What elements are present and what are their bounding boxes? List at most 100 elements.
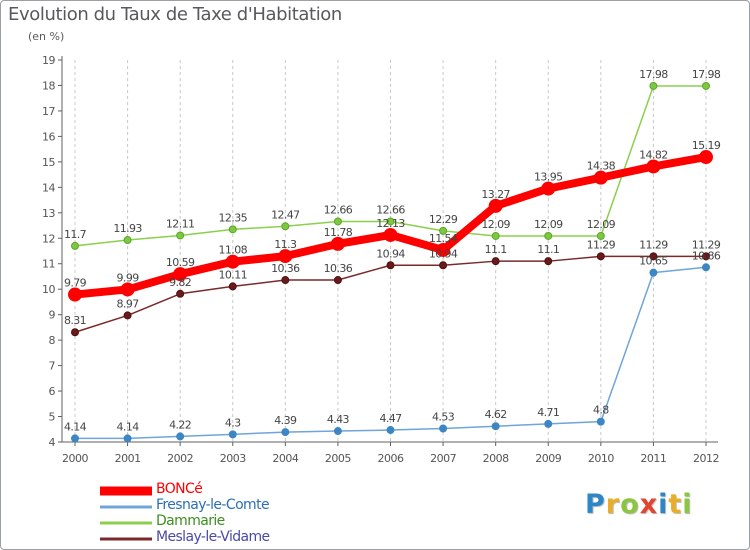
data-point [439,226,448,235]
data-label: 10.36 [271,262,300,275]
data-point [386,426,395,435]
data-label: 12.09 [587,218,616,231]
data-point [386,217,395,226]
data-label: 4.22 [169,418,191,431]
x-tick-label: 2007 [430,452,456,465]
x-tick-label: 2002 [167,452,193,465]
data-label: 11.93 [113,222,142,235]
y-tick-label: 18 [42,79,55,92]
data-label: 11.1 [537,243,559,256]
data-label: 9.99 [117,271,140,284]
y-tick-label: 17 [42,105,55,118]
logo-letter: x [639,489,659,520]
data-label: 11.1 [485,243,507,256]
y-tick-label: 8 [49,334,56,347]
y-tick-label: 16 [42,130,55,143]
data-point [71,241,79,250]
data-label: 11.3 [274,238,297,251]
data-point [593,170,608,185]
data-point [386,261,395,270]
legend-label: Meslay-le-Vidame [156,529,270,545]
data-point [649,268,658,277]
x-tick-label: 2012 [693,452,719,465]
data-label: 9.82 [169,276,191,289]
data-point [488,198,503,213]
logo-letter: o [620,489,640,520]
x-tick-label: 2005 [325,452,351,465]
x-tick-label: 2009 [535,452,561,465]
legend-item: Fresnay-le-Comte [100,497,360,515]
data-label: 11.7 [64,228,87,241]
data-label: 12.11 [166,217,195,230]
data-point [646,159,661,174]
data-point [596,252,605,261]
data-label: 4.14 [117,420,140,433]
y-tick-label: 9 [49,309,56,322]
data-label: 10.65 [639,255,668,268]
data-label: 8.97 [117,297,140,310]
chart-title: Evolution du Taux de Taxe d'Habitation [8,4,342,25]
data-point [436,242,451,257]
data-label: 11.29 [639,238,668,251]
data-point [333,276,342,285]
logo-letter: i [658,489,669,520]
x-tick-label: 2010 [588,452,614,465]
data-label: 12.66 [376,203,405,216]
logo-letter: r [605,489,621,520]
logo-letter: i [682,489,693,520]
data-label: 4.62 [485,408,507,421]
data-point [333,217,342,226]
data-point [278,249,293,264]
data-point [699,150,713,165]
x-tick-label: 2008 [483,452,509,465]
data-point [228,282,237,291]
x-tick-label: 2001 [115,452,141,465]
data-point [176,289,185,298]
y-tick-label: 12 [42,232,55,245]
legend-item: Meslay-le-Vidame [100,529,360,547]
legend-swatch-boncé [100,486,152,496]
data-point [333,427,342,436]
data-point [544,419,553,428]
data-label: 10.36 [324,262,353,275]
data-point [491,422,500,431]
y-tick-label: 5 [49,411,56,424]
data-label: 10.94 [376,247,405,260]
legend-swatch-meslay [100,537,152,541]
data-label: 4.14 [64,420,87,433]
data-point [544,231,553,240]
data-label: 15.19 [692,139,721,152]
y-tick-label: 19 [42,54,55,67]
data-point [120,282,135,297]
data-point [71,434,79,443]
proxiti-logo: Proxiti [585,489,695,529]
data-point [596,231,605,240]
data-label: 10.86 [692,249,721,262]
data-point [228,225,237,234]
data-point [491,257,500,266]
data-label: 12.09 [534,218,563,231]
data-point [68,287,82,302]
data-label: 4.3 [225,416,241,429]
data-point [123,236,132,245]
data-label: 13.27 [481,188,510,201]
legend-swatch-dammarie [100,521,152,525]
data-label: 11.08 [219,244,248,257]
data-label: 14.38 [587,160,616,173]
data-label: 10.11 [219,268,248,281]
data-label: 12.35 [219,211,248,224]
data-point [702,81,710,90]
data-label: 4.8 [593,404,609,417]
data-label: 12.09 [481,218,510,231]
legend-item: BONCé [100,481,360,499]
x-tick-label: 2004 [272,452,298,465]
data-point [541,181,556,196]
logo-letter: P [585,489,606,520]
data-label: 13.95 [534,171,563,184]
data-point [71,328,79,337]
y-tick-label: 6 [49,385,56,398]
data-point [228,430,237,439]
data-point [225,254,240,269]
data-point [176,432,185,441]
